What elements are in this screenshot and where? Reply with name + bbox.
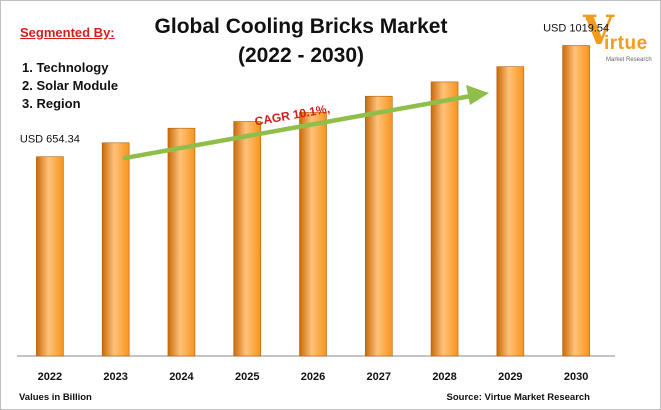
x-tick-label: 2023 xyxy=(103,371,127,383)
bar xyxy=(36,156,64,357)
logo-letter: V xyxy=(583,7,615,54)
data-label: USD 654.34 xyxy=(20,134,80,146)
logo-word: irtue xyxy=(604,33,648,54)
bar xyxy=(167,127,196,357)
chart-subtitle-years: (2022 - 2030) xyxy=(237,44,365,67)
chart-title: Global Cooling Bricks Market xyxy=(154,15,448,38)
x-tick-label: 2022 xyxy=(38,371,62,383)
x-tick-label: 2028 xyxy=(432,371,456,383)
virtue-logo: V irtue Market Research xyxy=(583,9,653,73)
segment-item: 3. Region xyxy=(22,96,81,111)
bar xyxy=(562,45,590,357)
bar xyxy=(299,112,327,357)
bar xyxy=(101,142,130,357)
segmented-by-heading: Segmented By: xyxy=(20,25,115,40)
x-tick-label: 2027 xyxy=(367,371,391,383)
segment-item: 1. Technology xyxy=(22,60,109,75)
cagr-arrow-shaft xyxy=(122,93,474,161)
bar xyxy=(364,95,393,357)
x-tick-label: 2026 xyxy=(301,371,325,383)
x-tick-label: 2030 xyxy=(564,371,588,383)
bar xyxy=(430,81,459,357)
x-tick-label: 2025 xyxy=(235,371,259,383)
footer-source: Source: Virtue Market Research xyxy=(446,392,590,403)
x-tick-label: 2029 xyxy=(498,371,522,383)
segment-list: 1. Technology 2. Solar Module 3. Region xyxy=(22,59,118,113)
cagr-arrow-head xyxy=(466,85,489,105)
logo-dot-icon xyxy=(586,15,593,22)
bar xyxy=(496,66,525,357)
footer-units: Values in Billion xyxy=(19,392,92,403)
logo-subtitle: Market Research xyxy=(606,57,652,63)
data-label: USD 1019.54 xyxy=(543,23,609,35)
segment-item: 2. Solar Module xyxy=(22,78,119,93)
bar xyxy=(233,121,262,357)
x-tick-label: 2024 xyxy=(169,371,194,383)
